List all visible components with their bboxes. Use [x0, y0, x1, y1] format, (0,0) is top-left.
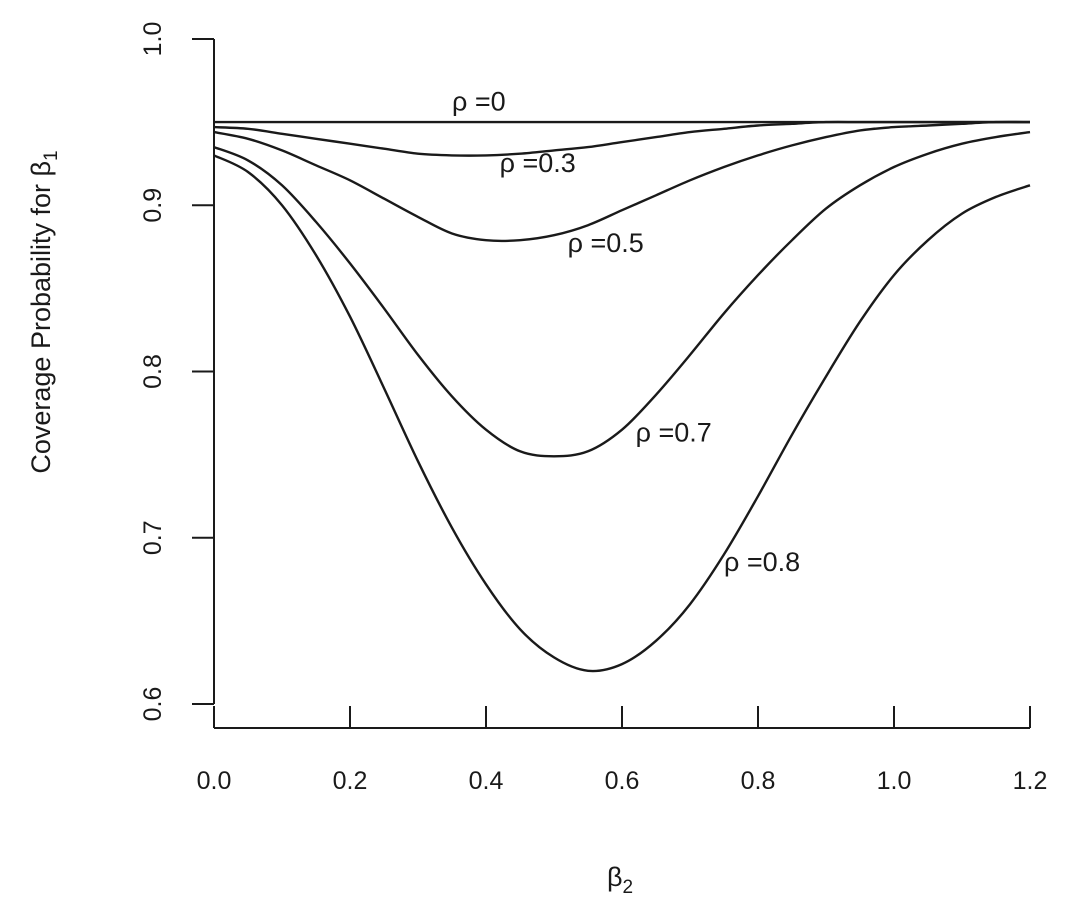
series-line-1 — [213, 120, 1030, 157]
x-tick-label: 0.2 — [333, 767, 368, 795]
svg-text:Coverage Probability for β1: Coverage Probability for β1 — [26, 150, 62, 473]
x-axis-title: β2 — [607, 862, 633, 898]
series-label-2: ρ =0.5 — [568, 228, 644, 258]
y-tick-label: 0.6 — [139, 687, 167, 722]
series-label-0: ρ =0 — [452, 86, 506, 116]
series-label-3: ρ =0.7 — [636, 417, 712, 447]
x-tick-label: 1.0 — [877, 767, 912, 795]
x-tick-label: 0.8 — [741, 767, 776, 795]
series-label-4: ρ =0.8 — [724, 547, 800, 577]
y-tick-label: 0.7 — [139, 520, 167, 555]
series-label-1: ρ =0.3 — [500, 148, 576, 178]
x-axis-title-main: β — [607, 862, 623, 892]
plot-area: 0.6 0.7 0.8 0.9 1.0 0.0 0.2 0.4 0.6 0.8 1.0 1.2 ρ =0… — [139, 22, 1048, 795]
y-tick-label: 1.0 — [139, 22, 167, 57]
x-tick-label: 1.2 — [1013, 767, 1048, 795]
series-line-4 — [213, 154, 1031, 673]
y-axis-title-subscript: 1 — [41, 150, 62, 161]
y-axis-title: Coverage Probability for β1 — [26, 150, 62, 473]
series-line-2 — [213, 120, 1031, 243]
y-axis-title-main: Coverage Probability for β — [26, 161, 56, 474]
y-tick-label: 0.9 — [139, 188, 167, 223]
y-tick-label: 0.8 — [139, 354, 167, 389]
x-tick-label: 0.6 — [605, 767, 640, 795]
x-axis-title-subscript: 2 — [622, 877, 633, 898]
x-tick-label: 0.0 — [197, 767, 232, 795]
series-line-3 — [213, 130, 1031, 458]
x-tick-label: 0.4 — [469, 767, 504, 795]
